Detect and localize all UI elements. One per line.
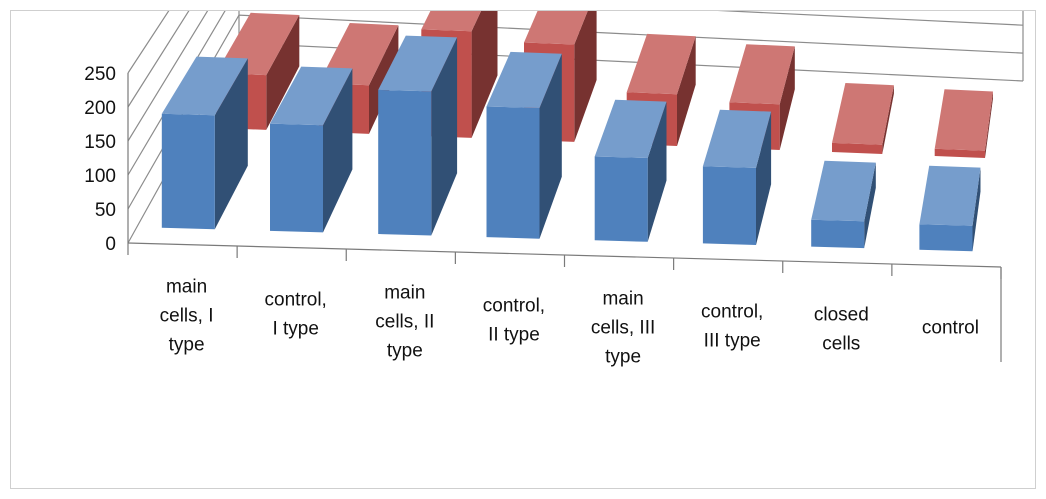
bar-front-face	[934, 148, 985, 158]
y-tick-label: 50	[95, 200, 116, 221]
bar-top-face	[594, 99, 667, 158]
x-category-label: control	[922, 318, 979, 339]
bar-side-face	[779, 46, 795, 150]
x-category-label: control, II type	[483, 296, 545, 346]
bar-front-face	[811, 219, 865, 249]
bar-top-face	[270, 66, 353, 126]
gridline-4	[127, 11, 190, 108]
x-category-label-line: cells, I	[160, 306, 214, 327]
x-category-label-line: type	[169, 335, 205, 356]
y-tick-label: 250	[84, 64, 116, 85]
x-category-label: control, III type	[701, 302, 763, 352]
bar-top-face	[161, 56, 248, 116]
x-category-label-line: III type	[704, 331, 761, 352]
bar-series1-7	[919, 165, 981, 252]
bar-series1-5	[702, 109, 772, 245]
x-category-label-line: II type	[488, 325, 540, 346]
gridline-5	[127, 11, 170, 74]
axes	[127, 73, 1002, 362]
bar-side-face	[972, 167, 981, 252]
x-category-label-line: closed	[814, 305, 869, 326]
bar-side-face	[647, 101, 667, 242]
bar-top-face	[811, 160, 876, 222]
bar-series1-0	[161, 56, 248, 230]
bar-side-face	[323, 68, 353, 233]
bar-series1-2	[378, 35, 458, 236]
bar-top-face	[832, 83, 894, 145]
bar-top-face	[919, 165, 981, 226]
x-category-label-line: cells, II	[375, 312, 434, 333]
x-category-label-line: type	[605, 347, 641, 368]
x-category-label-line: cells	[822, 334, 860, 355]
bar-front-face	[378, 89, 432, 236]
x-category-label: closed cells	[814, 305, 869, 355]
bar-top-face	[486, 51, 562, 108]
bar-side-face	[471, 11, 498, 138]
bar-front-face	[594, 156, 648, 242]
bar-series2-7	[934, 89, 993, 158]
x-category-label: main cells, I type	[160, 277, 214, 356]
bar-side-face	[214, 58, 248, 230]
x-category-label-line: control,	[701, 302, 763, 323]
bar-front-face	[919, 224, 973, 252]
bar-top-face	[729, 44, 795, 105]
x-category-label: control, I type	[265, 290, 327, 340]
y-axis-ticks: 0 50 100 150 200 250	[84, 64, 116, 255]
x-category-label: main cells, III type	[591, 289, 655, 368]
bar-front-face	[161, 113, 215, 230]
bar-front-face	[270, 123, 323, 233]
y-tick-label: 0	[105, 234, 116, 255]
gridline-3	[127, 11, 209, 142]
bar-side-face	[266, 15, 300, 130]
x-category-label-line: control	[922, 318, 979, 339]
bar-series1-1	[270, 66, 353, 233]
bar-top-face	[626, 33, 696, 95]
bar-side-face	[574, 11, 597, 142]
bar-series2-6	[832, 83, 894, 154]
bar-side-face	[985, 91, 993, 158]
chart-area: 0 50 100 150 200 250 main cells, I type control,…	[10, 10, 1036, 489]
bar-side-face	[677, 36, 696, 147]
x-category-label-line: main	[384, 283, 425, 304]
bar-top-face	[524, 11, 588, 45]
bar-top-face	[378, 35, 458, 92]
bar-top-face	[702, 109, 772, 168]
x-category-label-line: control,	[265, 290, 327, 311]
x-category-label-line: type	[387, 341, 423, 362]
bar-chart-3d: 0 50 100 150 200 250 main cells, I type control,…	[84, 11, 1024, 368]
x-category-label-line: main	[166, 277, 207, 298]
bar-front-face	[832, 142, 883, 154]
bar-top-face	[934, 89, 993, 151]
x-category-label: main cells, II type	[375, 283, 434, 362]
bar-side-face	[431, 37, 458, 236]
bar-front-face	[486, 106, 540, 239]
x-category-label-line: I type	[272, 319, 318, 340]
bar-series1-3	[486, 51, 562, 239]
bars	[161, 11, 993, 252]
x-category-label-line: control,	[483, 296, 545, 317]
x-category-label-line: main	[602, 289, 643, 310]
y-tick-label: 150	[84, 132, 116, 153]
y-tick-label: 100	[84, 166, 116, 187]
bar-series1-6	[811, 160, 876, 249]
x-category-label-line: cells, III	[591, 318, 655, 339]
x-axis-labels: main cells, I type control, I type main cells,…	[160, 277, 979, 368]
bar-top-face	[421, 11, 482, 32]
bar-side-face	[864, 162, 876, 249]
bar-side-face	[882, 85, 894, 154]
bar-side-face	[756, 111, 772, 245]
bar-front-face	[702, 166, 756, 245]
bar-side-face	[539, 53, 562, 239]
y-tick-label: 200	[84, 98, 116, 119]
bar-series1-4	[594, 99, 667, 242]
